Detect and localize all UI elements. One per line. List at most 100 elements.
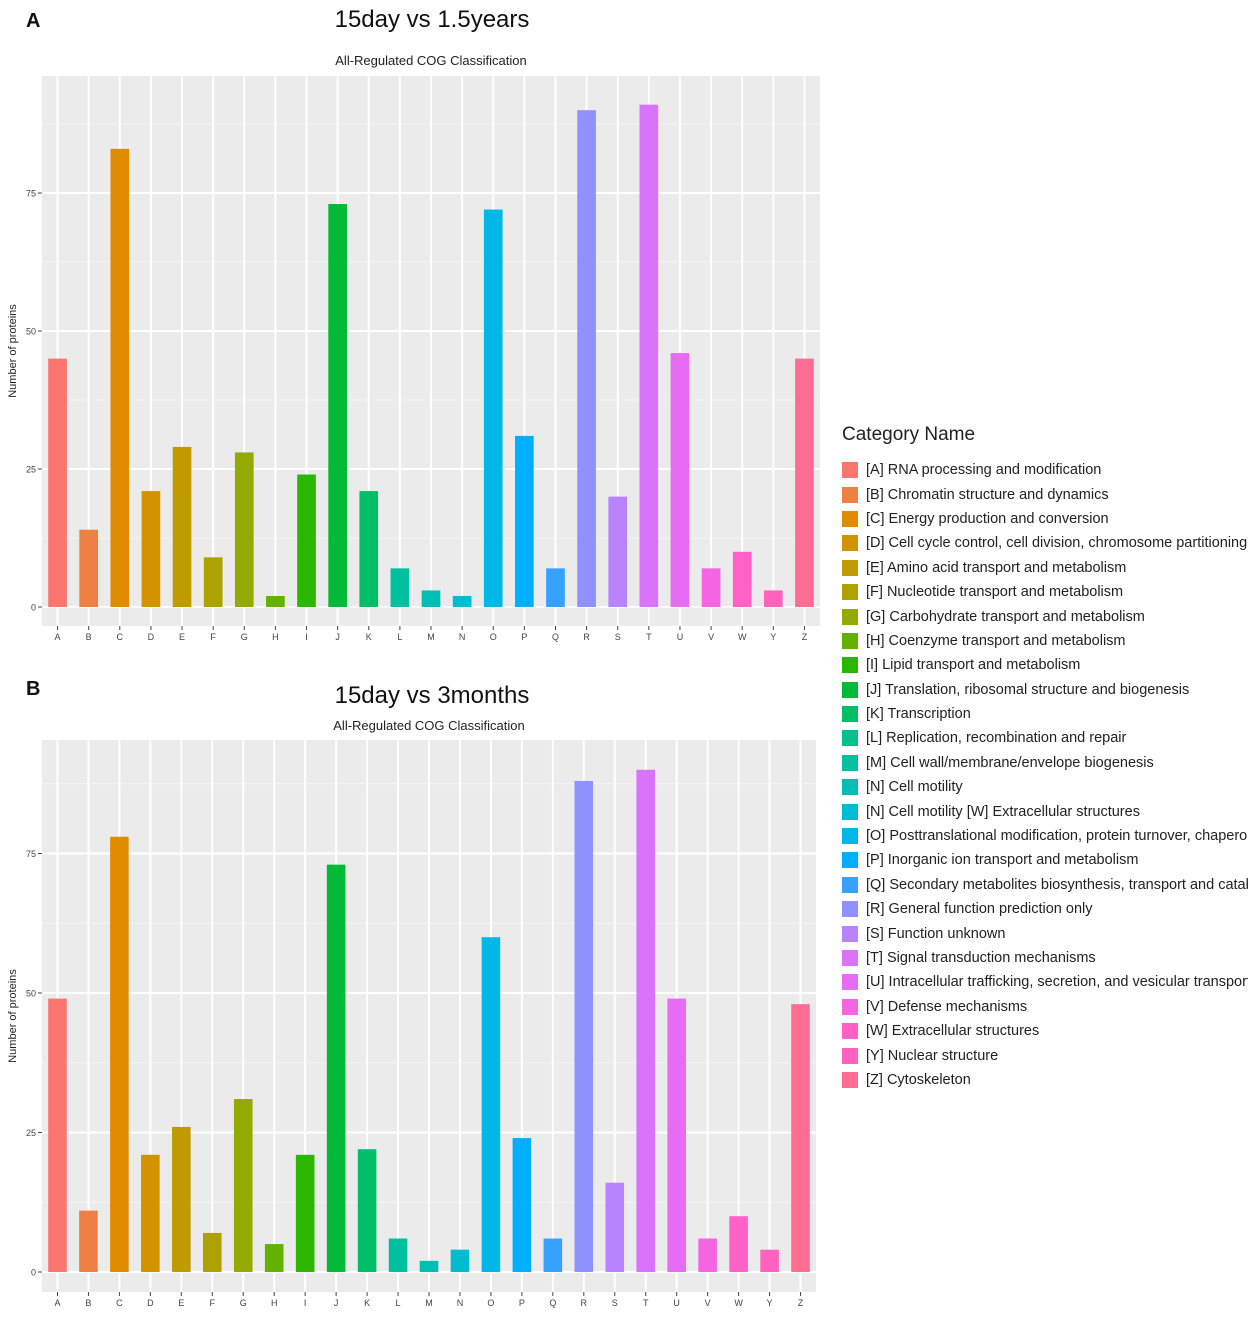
y-tick-label: 75 [26,849,36,859]
x-tick-label: W [738,632,747,642]
x-tick-label: Z [798,1298,804,1308]
legend-item: [D] Cell cycle control, cell division, c… [842,531,1248,555]
bar-D [141,491,161,607]
legend-label: [P] Inorganic ion transport and metaboli… [866,852,1139,869]
bar-G [234,452,254,607]
legend-label: [R] General function prediction only [866,901,1093,918]
x-tick-label: G [241,632,248,642]
bar-K [357,1149,377,1272]
x-tick-label: N [457,1298,464,1308]
legend-label: [Z] Cytoskeleton [866,1071,971,1088]
x-tick-label: L [397,632,402,642]
x-tick-label: M [427,632,435,642]
bar-Y [763,590,783,607]
chart-b: 0 25 50 75 A B C D E F G H I J K L M N O P Q R S T U V W Y Z All-Regu… [7,718,816,1308]
bar-B [79,529,99,607]
bar-L [390,568,410,607]
panel-b-heading: 15day vs 3months [334,682,530,709]
legend-item: [Z] Cytoskeleton [842,1068,1248,1092]
legend-item: [L] Replication, recombination and repai… [842,726,1248,750]
legend-swatch [842,901,858,918]
bar-E [172,446,192,607]
legend-label: [O] Posttranslational modification, prot… [866,828,1248,845]
x-tick-label: A [55,632,61,642]
legend-swatch [842,632,858,649]
x-tick-label: A [54,1298,60,1308]
y-tick-label: 50 [26,327,36,337]
bar-C [110,148,130,607]
legend-label: [I] Lipid transport and metabolism [866,657,1081,674]
bar-Q [546,568,565,607]
x-tick-label: D [148,632,155,642]
x-tick-label: G [240,1298,247,1308]
bar-L [388,1238,408,1272]
legend-swatch [842,559,858,576]
legend: Category Name [A] RNA processing and mod… [842,424,1248,1092]
legend-label: [S] Function unknown [866,925,1006,942]
legend-label: [B] Chromatin structure and dynamics [866,486,1109,503]
legend-label: [U] Intracellular trafficking, secretion… [866,974,1248,991]
bar-A [48,358,67,607]
x-tick-label: S [615,632,621,642]
bar-C [110,836,129,1272]
legend-item: [F] Nucleotide transport and metabolism [842,580,1248,604]
x-tick-label: Y [767,1298,773,1308]
legend-item: [B] Chromatin structure and dynamics [842,482,1248,506]
x-tick-label: C [116,1298,123,1308]
x-tick-label: H [272,632,279,642]
panel-a-letter: A [26,10,41,32]
bar-N [452,595,472,607]
bar-H [266,595,285,607]
legend-item: [N] Cell motility [842,775,1248,799]
legend-item: [M] Cell wall/membrane/envelope biogenes… [842,751,1248,775]
legend-swatch [842,584,858,601]
legend-label: [C] Energy production and conversion [866,510,1109,527]
legend-item: [N] Cell motility [W] Extracellular stru… [842,799,1248,823]
legend-label: [H] Coenzyme transport and metabolism [866,632,1126,649]
x-tick-label: T [646,632,652,642]
bar-O [481,937,501,1272]
chart-title: All-Regulated COG Classification [333,718,524,733]
bar-I [297,474,316,607]
legend-label: [E] Amino acid transport and metabolism [866,559,1127,576]
bar-D [141,1154,160,1272]
x-tick-label: I [305,632,308,642]
x-tick-label: R [581,1298,588,1308]
bar-S [608,496,628,607]
y-tick-label: 0 [31,1268,36,1278]
chart-a: 0 25 50 75 A B C D E F G H I J K L M N O P Q R S T U V W Y Z All-Regu… [7,53,820,642]
legend-item: [A] RNA processing and modification [842,458,1248,482]
x-tick-label: P [519,1298,525,1308]
legend-label: [N] Cell motility [866,779,963,796]
x-tick-label: K [366,632,372,642]
panel-a-heading: 15day vs 1.5years [334,6,530,33]
legend-swatch [842,876,858,893]
bar-F [202,1232,222,1272]
bar-W [729,1216,748,1272]
x-tick-label: E [179,632,185,642]
bar-U [670,353,690,607]
legend-swatch [842,803,858,820]
bar-G [233,1099,253,1272]
legend-label: [K] Transcription [866,706,971,723]
y-tick-label: 25 [26,1128,36,1138]
bar-U [667,998,686,1272]
legend-item: [C] Energy production and conversion [842,507,1248,531]
bar-A [48,998,67,1272]
x-tick-label: B [85,1298,91,1308]
legend-label: [G] Carbohydrate transport and metabolis… [866,608,1145,625]
legend-item: [J] Translation, ribosomal structure and… [842,678,1248,702]
x-tick-label: L [396,1298,401,1308]
legend-label: [Y] Nuclear structure [866,1047,999,1064]
legend-item: [H] Coenzyme transport and metabolism [842,629,1248,653]
x-tick-label: P [521,632,527,642]
x-tick-label: J [334,1298,339,1308]
bar-M [421,590,441,607]
bar-J [328,204,347,608]
legend-swatch [842,779,858,796]
legend-swatch [842,828,858,845]
x-tick-label: Y [770,632,776,642]
bar-E [172,1126,191,1272]
x-tick-label: U [673,1298,680,1308]
